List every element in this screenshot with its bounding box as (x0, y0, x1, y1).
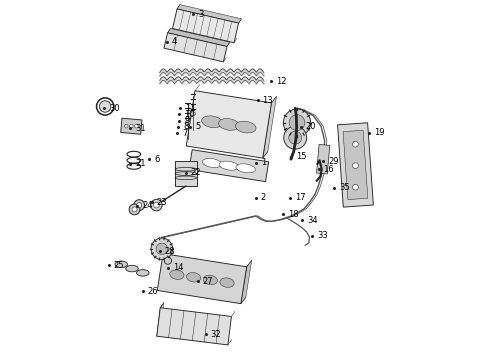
Circle shape (353, 184, 358, 190)
Polygon shape (189, 150, 269, 182)
Text: 12: 12 (276, 77, 286, 86)
Polygon shape (164, 33, 227, 62)
Text: 2: 2 (261, 193, 266, 202)
Text: 17: 17 (295, 193, 305, 202)
Text: 27: 27 (203, 276, 213, 285)
Polygon shape (186, 91, 271, 158)
Ellipse shape (202, 158, 222, 167)
Circle shape (284, 126, 307, 149)
Circle shape (353, 163, 358, 168)
Text: 31: 31 (135, 123, 146, 132)
Ellipse shape (115, 261, 127, 267)
Circle shape (289, 131, 302, 144)
Text: 33: 33 (318, 231, 328, 240)
Circle shape (289, 115, 305, 131)
Ellipse shape (187, 273, 201, 282)
Text: 19: 19 (374, 128, 384, 137)
Text: 23: 23 (157, 198, 168, 207)
Polygon shape (263, 96, 276, 158)
Text: 11: 11 (185, 104, 195, 113)
Circle shape (135, 125, 138, 128)
Polygon shape (168, 28, 230, 46)
Text: 4: 4 (172, 37, 177, 46)
Text: 13: 13 (263, 96, 273, 105)
Circle shape (124, 125, 128, 128)
Text: 6: 6 (154, 155, 159, 164)
Polygon shape (241, 260, 252, 303)
Text: 10: 10 (184, 110, 195, 119)
Ellipse shape (202, 116, 222, 128)
Ellipse shape (126, 265, 138, 272)
Text: 34: 34 (307, 216, 318, 225)
Text: 8: 8 (183, 122, 188, 131)
Text: 15: 15 (296, 152, 306, 161)
Polygon shape (317, 144, 330, 174)
Text: 1: 1 (261, 158, 266, 167)
Text: 22: 22 (191, 168, 201, 177)
Text: 16: 16 (323, 165, 334, 174)
Ellipse shape (137, 270, 149, 276)
Circle shape (134, 200, 145, 211)
Ellipse shape (191, 112, 196, 116)
Text: 21: 21 (135, 159, 146, 168)
Polygon shape (157, 253, 246, 303)
Circle shape (129, 204, 140, 215)
Circle shape (99, 101, 111, 112)
Polygon shape (343, 130, 368, 200)
Text: 28: 28 (165, 247, 175, 256)
Text: 5: 5 (196, 122, 201, 131)
Text: 18: 18 (288, 210, 298, 219)
Ellipse shape (203, 275, 218, 285)
Ellipse shape (219, 118, 239, 130)
Polygon shape (175, 161, 196, 186)
Circle shape (283, 109, 311, 136)
Text: 20: 20 (306, 122, 316, 131)
Polygon shape (172, 9, 239, 43)
Circle shape (353, 141, 358, 147)
Ellipse shape (219, 161, 239, 170)
Polygon shape (157, 303, 164, 336)
Text: 7: 7 (182, 129, 187, 138)
Circle shape (151, 238, 172, 260)
Text: 29: 29 (328, 157, 339, 166)
Circle shape (156, 243, 168, 255)
Text: 9: 9 (184, 116, 189, 125)
Circle shape (137, 203, 142, 208)
Text: 35: 35 (339, 183, 349, 192)
Ellipse shape (185, 121, 190, 125)
Text: 32: 32 (211, 330, 221, 339)
Circle shape (132, 207, 137, 212)
Text: 14: 14 (173, 264, 183, 273)
Polygon shape (157, 308, 231, 345)
Polygon shape (177, 5, 242, 23)
Polygon shape (121, 118, 142, 134)
Text: 24: 24 (143, 201, 153, 210)
Circle shape (153, 202, 159, 208)
Text: 25: 25 (114, 261, 124, 270)
Ellipse shape (235, 121, 256, 133)
Circle shape (151, 199, 162, 211)
Ellipse shape (236, 164, 255, 173)
Ellipse shape (170, 270, 184, 279)
Text: 26: 26 (148, 287, 158, 296)
Text: 3: 3 (198, 10, 203, 19)
Polygon shape (338, 123, 373, 207)
Text: 30: 30 (109, 104, 120, 113)
Circle shape (129, 125, 133, 128)
Circle shape (164, 257, 171, 264)
Ellipse shape (220, 278, 234, 287)
